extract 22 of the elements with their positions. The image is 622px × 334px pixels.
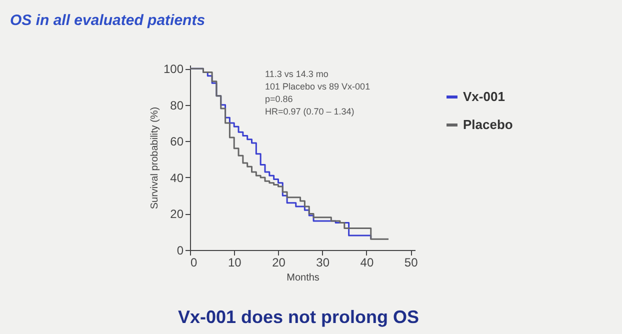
- x-tick-label: 40: [360, 256, 374, 270]
- x-tick-label: 50: [404, 256, 418, 270]
- y-tick-label: 0: [176, 244, 184, 258]
- x-tick-label: 20: [272, 256, 286, 270]
- y-tick-label: 60: [170, 134, 184, 149]
- y-tick-label: 20: [170, 207, 184, 222]
- annotation: p=0.86: [265, 94, 293, 104]
- x-tick-label: 30: [316, 256, 330, 270]
- y-tick-label: 80: [170, 98, 184, 112]
- annotation: 11.3 vs 14.3 mo: [265, 69, 328, 79]
- legend-label: Placebo: [463, 117, 513, 132]
- x-tick-label: 0: [190, 256, 198, 270]
- y-tick-label: 100: [163, 62, 184, 76]
- text: Vx-001 does not prolong OS: [178, 307, 420, 327]
- y-tick-label: 40: [170, 170, 184, 185]
- chart-title: OS in all evaluated patients: [10, 12, 206, 29]
- x-axis-title: Months: [286, 272, 320, 284]
- x-tick-label: 10: [228, 256, 242, 270]
- annotation: HR=0.97 (0.70 – 1.34): [265, 106, 354, 116]
- y-axis-title: Survival probability (%): [149, 106, 160, 210]
- legend-label: Vx-001: [463, 89, 505, 104]
- annotation: 101 Placebo vs 89 Vx-001: [265, 82, 370, 92]
